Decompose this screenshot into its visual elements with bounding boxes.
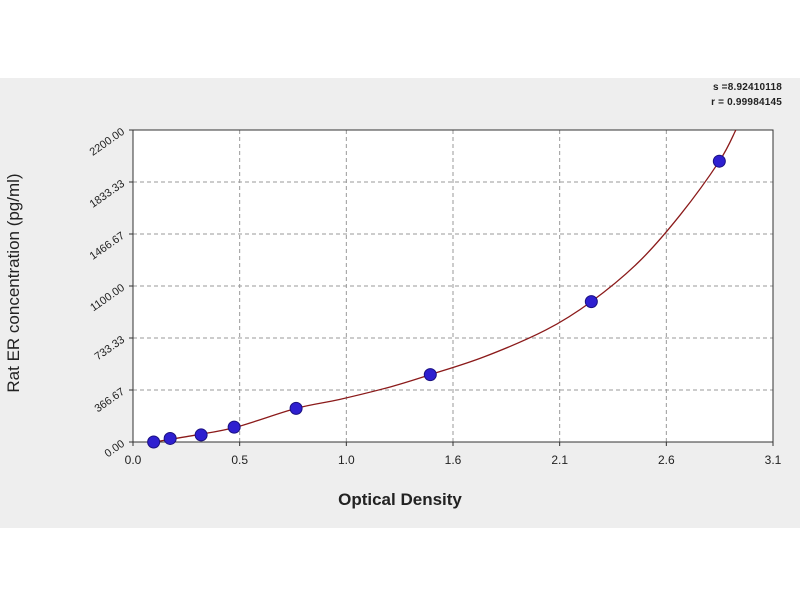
data-point	[163, 431, 177, 445]
x-tick-label: 0.5	[231, 453, 248, 467]
data-point	[712, 154, 726, 168]
y-tick-label: 2200.00	[88, 126, 127, 159]
y-tick-label: 1100.00	[88, 282, 127, 314]
y-tick-label: 366.67	[93, 386, 127, 415]
data-point	[147, 435, 161, 449]
data-point	[289, 401, 303, 415]
data-point	[227, 420, 241, 434]
y-tick-label: 733.33	[93, 334, 127, 363]
x-tick-label: 2.1	[551, 453, 568, 467]
x-tick-label: 3.1	[765, 453, 782, 467]
data-point	[194, 428, 208, 442]
x-tick-label: 1.6	[445, 453, 462, 467]
y-axis-label: Rat ER concentration (pg/ml)	[4, 173, 23, 393]
x-tick-label: 2.6	[658, 453, 675, 467]
data-point	[423, 368, 437, 382]
stats-s-value: s =8.92410118	[712, 82, 782, 93]
stats-r-value: r = 0.99984145	[711, 97, 782, 108]
data-point	[584, 295, 598, 309]
x-tick-label: 0.0	[125, 453, 142, 467]
x-tick-label: 1.0	[338, 453, 355, 467]
x-axis-label: Optical Density	[338, 490, 462, 509]
y-tick-label: 1466.67	[88, 230, 127, 263]
fitted-curve-line	[153, 129, 737, 443]
y-tick-label: 1833.33	[88, 178, 127, 211]
y-tick-label: 0.00	[103, 438, 127, 460]
